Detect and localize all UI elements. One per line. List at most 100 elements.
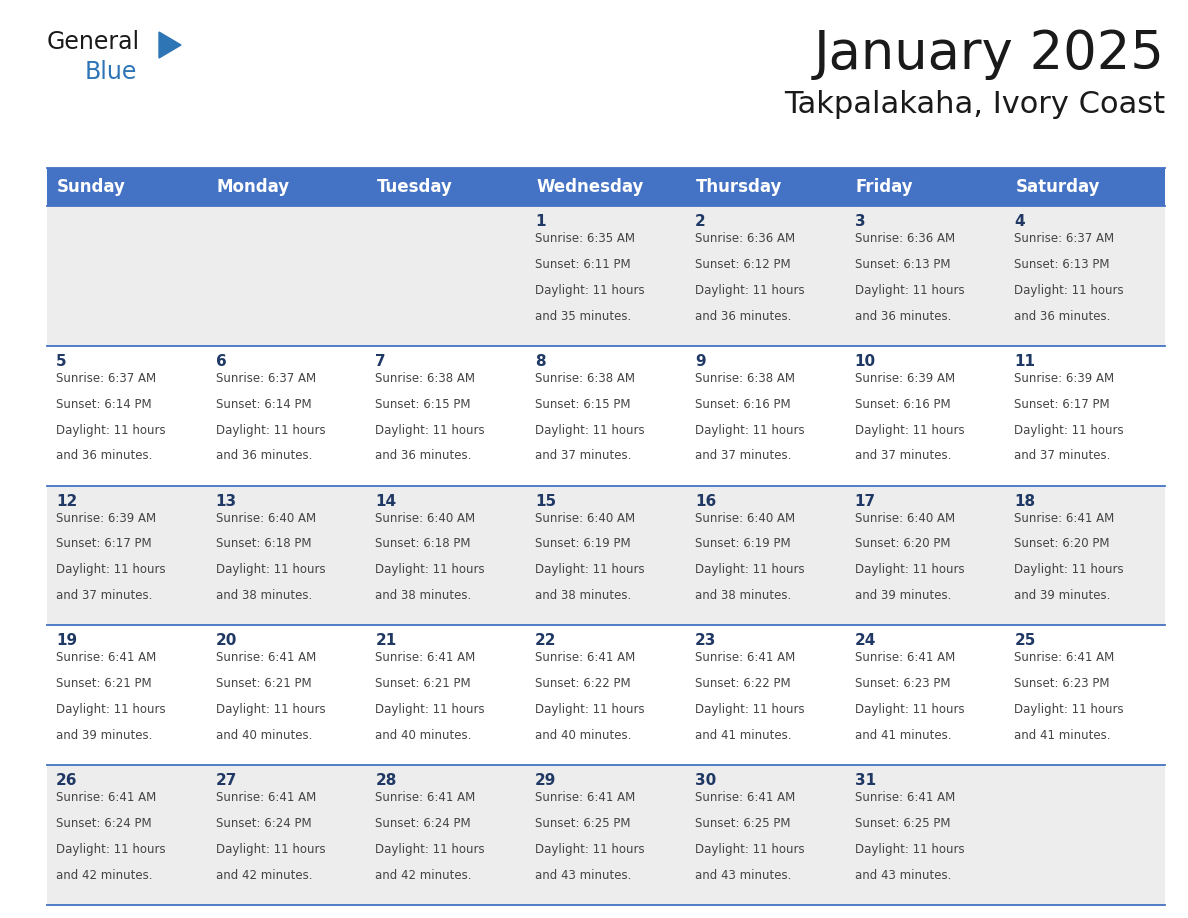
Text: Sunset: 6:19 PM: Sunset: 6:19 PM — [695, 537, 790, 551]
Text: 31: 31 — [854, 773, 876, 789]
Text: Daylight: 11 hours: Daylight: 11 hours — [375, 703, 485, 716]
Text: 22: 22 — [535, 633, 557, 648]
Text: and 39 minutes.: and 39 minutes. — [854, 589, 950, 602]
Text: Sunrise: 6:37 AM: Sunrise: 6:37 AM — [1015, 232, 1114, 245]
Text: 19: 19 — [56, 633, 77, 648]
Text: 15: 15 — [535, 494, 556, 509]
Bar — [48, 206, 1165, 346]
Text: Sunrise: 6:41 AM: Sunrise: 6:41 AM — [854, 791, 955, 804]
Text: Blue: Blue — [86, 60, 138, 84]
Text: 21: 21 — [375, 633, 397, 648]
Text: Daylight: 11 hours: Daylight: 11 hours — [535, 703, 645, 716]
Text: Daylight: 11 hours: Daylight: 11 hours — [854, 423, 965, 437]
Text: Daylight: 11 hours: Daylight: 11 hours — [1015, 284, 1124, 297]
Text: 29: 29 — [535, 773, 556, 789]
Text: 6: 6 — [216, 353, 227, 369]
Text: and 41 minutes.: and 41 minutes. — [854, 729, 952, 742]
Text: Sunrise: 6:36 AM: Sunrise: 6:36 AM — [854, 232, 955, 245]
Text: and 37 minutes.: and 37 minutes. — [1015, 450, 1111, 463]
Text: and 37 minutes.: and 37 minutes. — [535, 450, 632, 463]
Text: 30: 30 — [695, 773, 716, 789]
Text: Sunrise: 6:40 AM: Sunrise: 6:40 AM — [375, 511, 475, 524]
Text: Friday: Friday — [855, 178, 914, 196]
Text: Daylight: 11 hours: Daylight: 11 hours — [375, 423, 485, 437]
Text: and 39 minutes.: and 39 minutes. — [1015, 589, 1111, 602]
Text: Daylight: 11 hours: Daylight: 11 hours — [216, 423, 326, 437]
Text: 20: 20 — [216, 633, 238, 648]
Text: 13: 13 — [216, 494, 236, 509]
Text: 18: 18 — [1015, 494, 1036, 509]
Text: Sunrise: 6:41 AM: Sunrise: 6:41 AM — [535, 652, 636, 665]
Text: 27: 27 — [216, 773, 238, 789]
Text: 28: 28 — [375, 773, 397, 789]
Text: Sunset: 6:16 PM: Sunset: 6:16 PM — [695, 397, 790, 410]
Text: and 37 minutes.: and 37 minutes. — [854, 450, 950, 463]
Text: Daylight: 11 hours: Daylight: 11 hours — [1015, 703, 1124, 716]
Bar — [48, 766, 1165, 905]
Text: Sunset: 6:21 PM: Sunset: 6:21 PM — [56, 677, 152, 690]
Text: 2: 2 — [695, 214, 706, 229]
Text: 3: 3 — [854, 214, 865, 229]
Bar — [48, 346, 1165, 486]
Text: and 38 minutes.: and 38 minutes. — [375, 589, 472, 602]
Text: Daylight: 11 hours: Daylight: 11 hours — [1015, 564, 1124, 577]
Text: Sunset: 6:24 PM: Sunset: 6:24 PM — [375, 817, 472, 830]
Text: Daylight: 11 hours: Daylight: 11 hours — [535, 423, 645, 437]
Bar — [48, 168, 1165, 206]
Text: Sunday: Sunday — [57, 178, 126, 196]
Text: Sunset: 6:21 PM: Sunset: 6:21 PM — [216, 677, 311, 690]
Text: 4: 4 — [1015, 214, 1025, 229]
Text: Sunset: 6:20 PM: Sunset: 6:20 PM — [1015, 537, 1110, 551]
Text: 24: 24 — [854, 633, 876, 648]
Text: and 35 minutes.: and 35 minutes. — [535, 309, 631, 322]
Text: 16: 16 — [695, 494, 716, 509]
Text: 7: 7 — [375, 353, 386, 369]
Text: Sunset: 6:13 PM: Sunset: 6:13 PM — [854, 258, 950, 271]
Text: Sunrise: 6:41 AM: Sunrise: 6:41 AM — [56, 791, 157, 804]
Text: and 40 minutes.: and 40 minutes. — [535, 729, 632, 742]
Text: and 38 minutes.: and 38 minutes. — [695, 589, 791, 602]
Text: Sunset: 6:19 PM: Sunset: 6:19 PM — [535, 537, 631, 551]
Text: and 43 minutes.: and 43 minutes. — [535, 868, 632, 882]
Text: Sunset: 6:23 PM: Sunset: 6:23 PM — [854, 677, 950, 690]
Text: Sunrise: 6:41 AM: Sunrise: 6:41 AM — [695, 652, 795, 665]
Text: and 38 minutes.: and 38 minutes. — [216, 589, 312, 602]
Text: Sunset: 6:25 PM: Sunset: 6:25 PM — [854, 817, 950, 830]
Text: Sunrise: 6:41 AM: Sunrise: 6:41 AM — [535, 791, 636, 804]
Text: 14: 14 — [375, 494, 397, 509]
Text: and 37 minutes.: and 37 minutes. — [56, 589, 152, 602]
Bar — [48, 625, 1165, 766]
Text: Monday: Monday — [216, 178, 290, 196]
Text: Daylight: 11 hours: Daylight: 11 hours — [695, 284, 804, 297]
Text: Daylight: 11 hours: Daylight: 11 hours — [695, 843, 804, 856]
Text: and 36 minutes.: and 36 minutes. — [854, 309, 950, 322]
Text: Sunrise: 6:41 AM: Sunrise: 6:41 AM — [216, 791, 316, 804]
Text: Daylight: 11 hours: Daylight: 11 hours — [216, 843, 326, 856]
Text: Sunrise: 6:41 AM: Sunrise: 6:41 AM — [216, 652, 316, 665]
Text: General: General — [48, 30, 140, 54]
Text: Sunrise: 6:40 AM: Sunrise: 6:40 AM — [854, 511, 955, 524]
Text: Sunrise: 6:41 AM: Sunrise: 6:41 AM — [56, 652, 157, 665]
Text: Sunrise: 6:41 AM: Sunrise: 6:41 AM — [1015, 511, 1114, 524]
Text: Daylight: 11 hours: Daylight: 11 hours — [535, 843, 645, 856]
Text: Sunset: 6:12 PM: Sunset: 6:12 PM — [695, 258, 790, 271]
Polygon shape — [159, 32, 181, 58]
Text: Sunrise: 6:41 AM: Sunrise: 6:41 AM — [695, 791, 795, 804]
Text: Sunset: 6:14 PM: Sunset: 6:14 PM — [56, 397, 152, 410]
Text: 5: 5 — [56, 353, 67, 369]
Text: Sunset: 6:23 PM: Sunset: 6:23 PM — [1015, 677, 1110, 690]
Text: Daylight: 11 hours: Daylight: 11 hours — [375, 843, 485, 856]
Text: Sunset: 6:11 PM: Sunset: 6:11 PM — [535, 258, 631, 271]
Text: 25: 25 — [1015, 633, 1036, 648]
Text: 8: 8 — [535, 353, 545, 369]
Text: 10: 10 — [854, 353, 876, 369]
Text: 12: 12 — [56, 494, 77, 509]
Text: Sunrise: 6:40 AM: Sunrise: 6:40 AM — [216, 511, 316, 524]
Text: and 43 minutes.: and 43 minutes. — [854, 868, 950, 882]
Text: Sunset: 6:25 PM: Sunset: 6:25 PM — [535, 817, 631, 830]
Text: and 43 minutes.: and 43 minutes. — [695, 868, 791, 882]
Text: Daylight: 11 hours: Daylight: 11 hours — [695, 564, 804, 577]
Text: Sunset: 6:24 PM: Sunset: 6:24 PM — [56, 817, 152, 830]
Text: Sunrise: 6:41 AM: Sunrise: 6:41 AM — [375, 791, 475, 804]
Text: and 36 minutes.: and 36 minutes. — [216, 450, 312, 463]
